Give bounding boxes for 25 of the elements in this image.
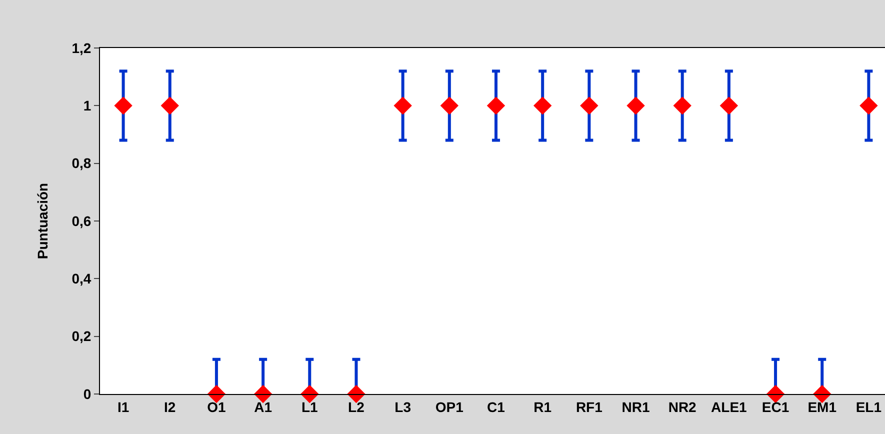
x-tick-label: NR2 (668, 398, 697, 415)
x-tick-label: I2 (164, 398, 176, 415)
y-tick-label: 0,4 (72, 270, 92, 287)
x-tick-label: A1 (254, 398, 272, 415)
x-tick-label: RF1 (576, 398, 603, 415)
x-tick-label: NR1 (622, 398, 650, 415)
y-axis-title: Puntuación (34, 182, 50, 260)
x-tick-label: L3 (394, 398, 412, 415)
x-tick-label: L1 (301, 398, 318, 415)
x-tick-label: EC1 (762, 398, 790, 415)
x-tick-label: R1 (534, 398, 552, 415)
x-tick-label: O1 (207, 398, 226, 415)
x-tick-label: OP1 (435, 398, 464, 415)
y-tick-label: 0,2 (72, 328, 92, 344)
x-tick-label: L2 (348, 398, 365, 415)
x-tick-label: EM1 (808, 398, 837, 415)
y-tick-label: 0,6 (72, 212, 92, 229)
x-tick-label: I1 (117, 398, 130, 415)
y-tick-label: 1 (83, 98, 92, 114)
x-tick-label: EL1 (856, 398, 882, 415)
y-tick-label: 0 (83, 386, 92, 402)
x-tick-label: ALE1 (711, 398, 748, 415)
y-tick-label: 1,2 (72, 40, 92, 56)
x-tick-label: C1 (487, 398, 506, 415)
y-tick-label: 0,8 (72, 155, 92, 172)
